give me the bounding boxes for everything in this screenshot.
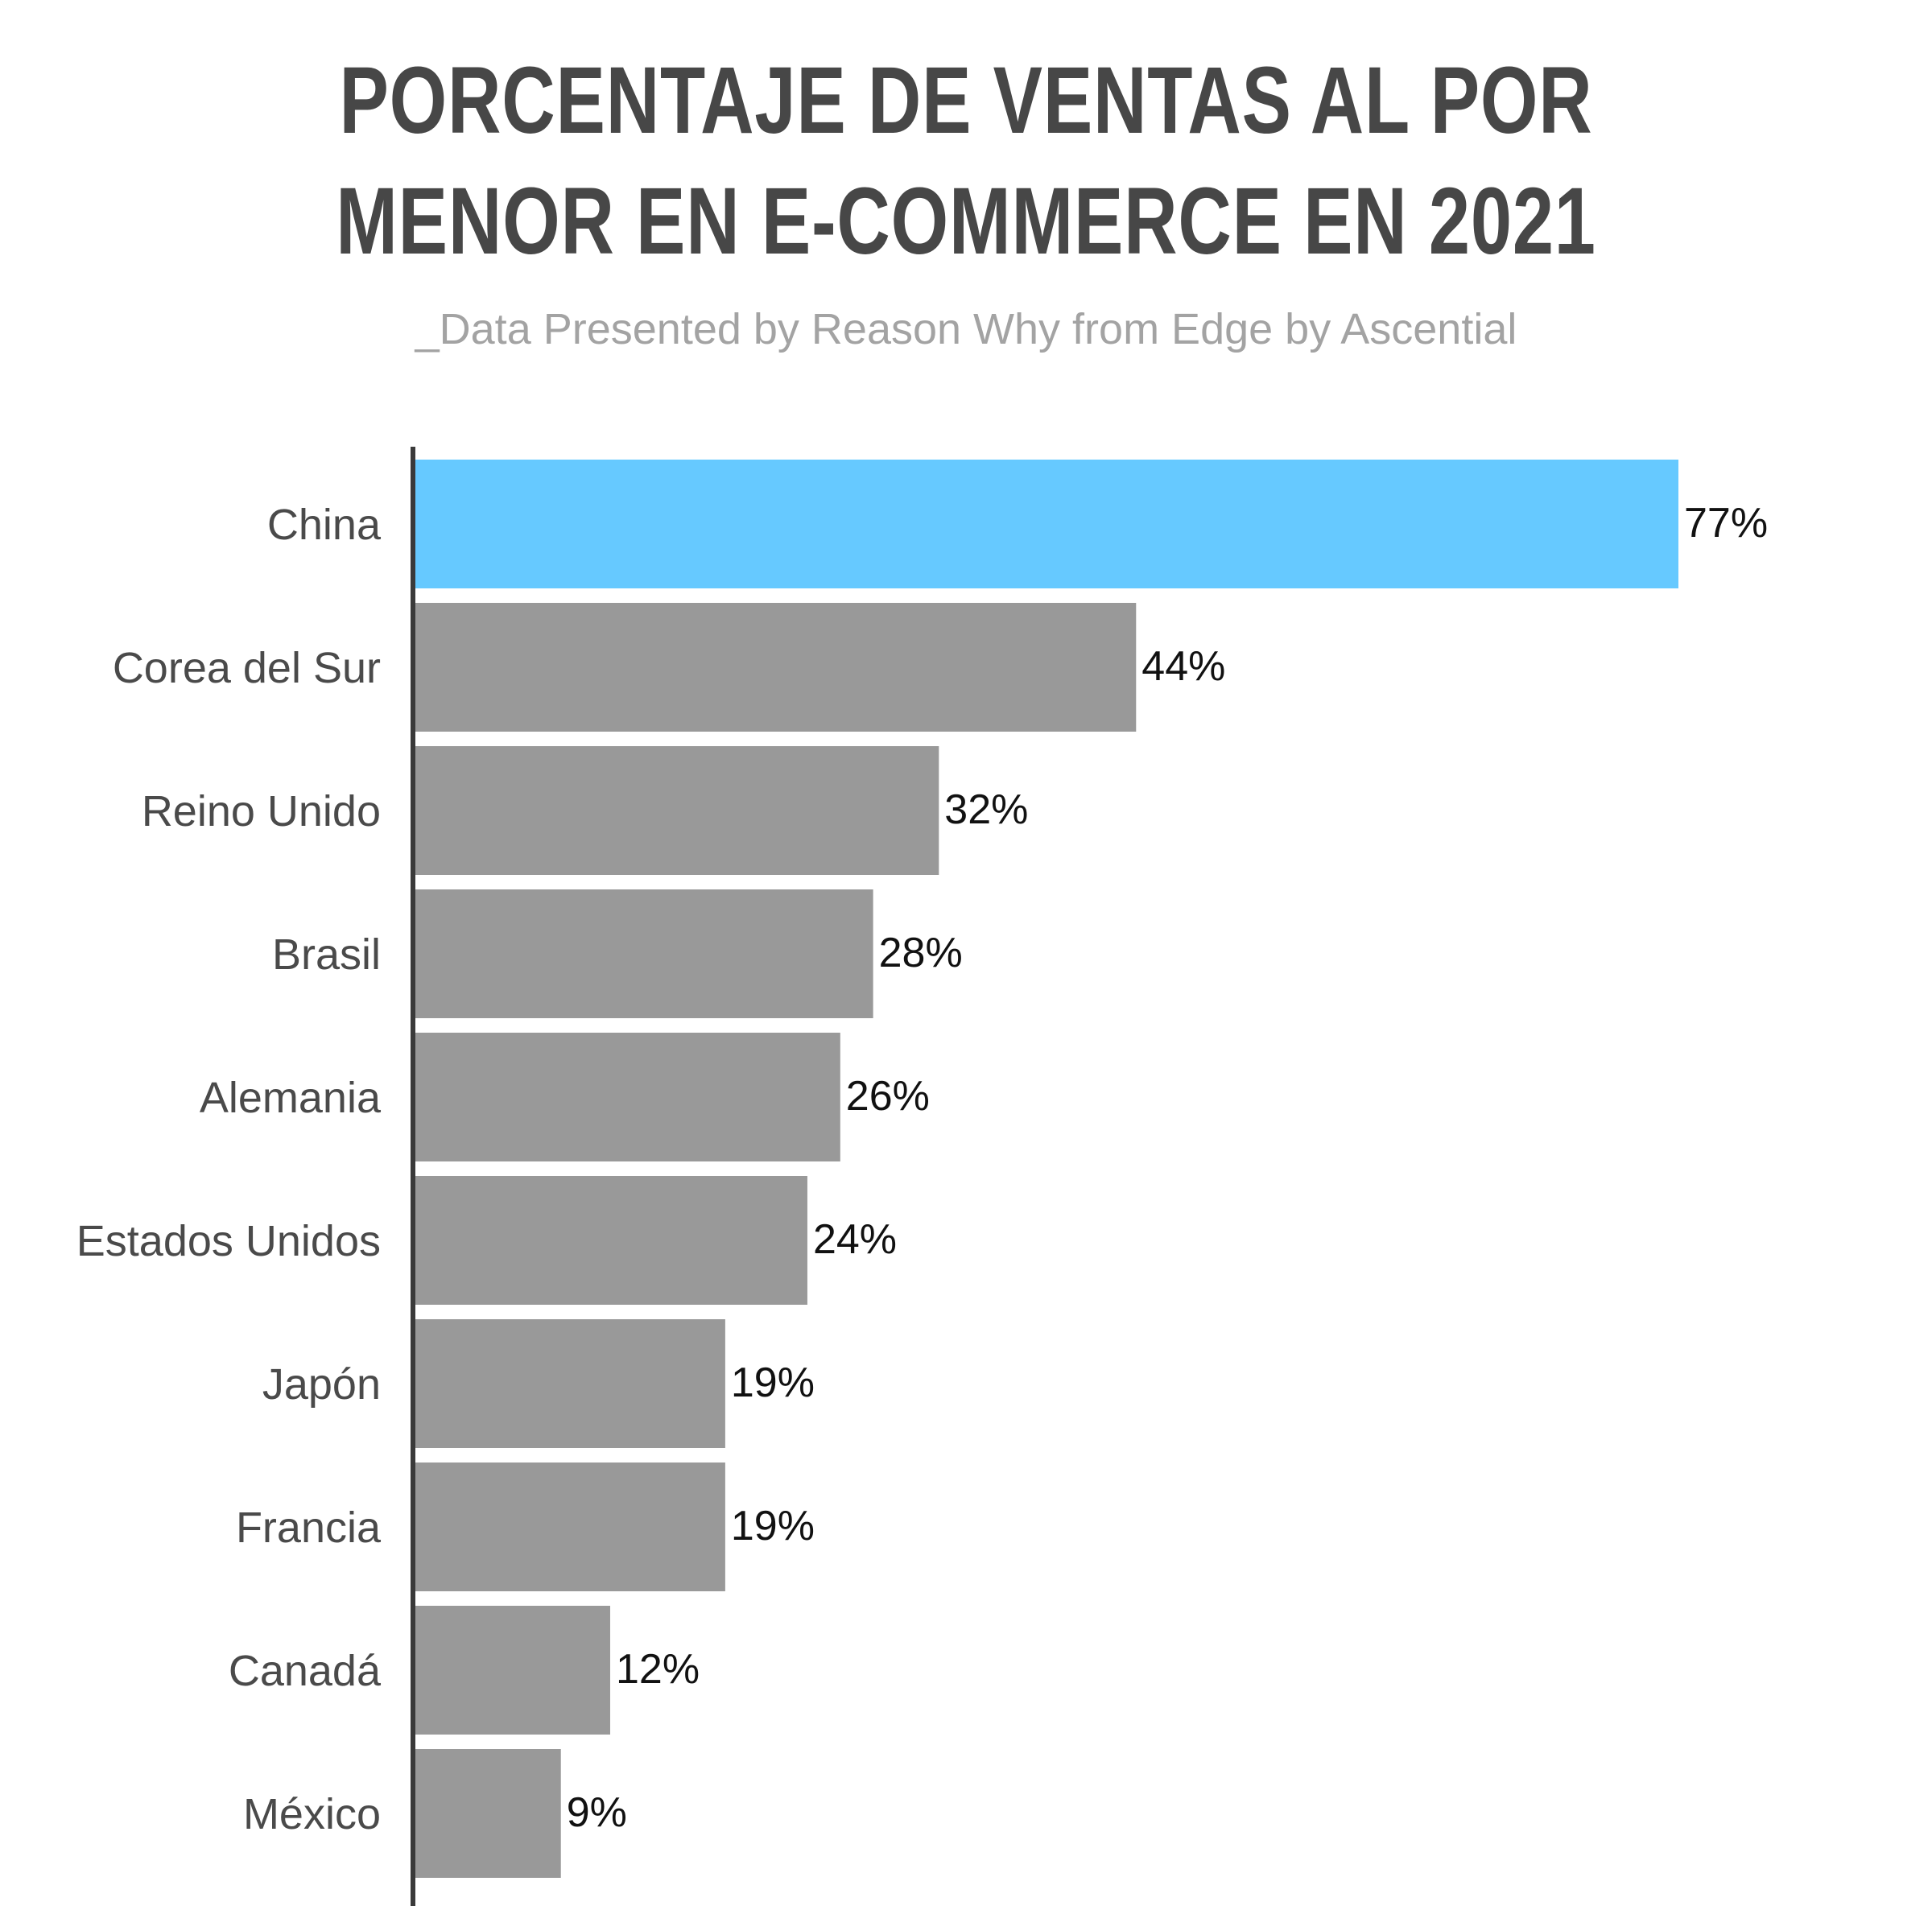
category-label: Francia <box>236 1504 382 1552</box>
bar-6 <box>413 1319 725 1448</box>
category-label: México <box>243 1790 381 1838</box>
value-label: 44% <box>1141 643 1225 690</box>
bar-0 <box>413 460 1678 588</box>
value-label: 77% <box>1684 500 1768 547</box>
bar-1 <box>413 603 1137 732</box>
chart-subtitle: _Data Presented by Reason Why from Edge … <box>415 305 1517 353</box>
value-label: 24% <box>813 1216 897 1263</box>
bar-2 <box>413 746 939 875</box>
category-label: Japón <box>262 1360 381 1409</box>
category-label: Brasil <box>272 930 381 979</box>
value-label: 26% <box>846 1073 930 1120</box>
chart-title: PORCENTAJE DE VENTAS AL POR MENOR EN E-C… <box>213 40 1719 282</box>
chart-title-line-2: MENOR EN E-COMMERCE EN 2021 <box>336 168 1596 274</box>
category-label: Estados Unidos <box>76 1217 381 1265</box>
chart-title-line-1: PORCENTAJE DE VENTAS AL POR <box>339 47 1593 154</box>
value-label: 28% <box>879 930 963 976</box>
bar-7 <box>413 1463 725 1591</box>
value-label: 19% <box>731 1359 815 1406</box>
category-label: Corea del Sur <box>113 644 381 692</box>
value-label: 12% <box>616 1646 700 1693</box>
bar-3 <box>413 889 873 1018</box>
category-label: Reino Unido <box>142 787 381 835</box>
category-label: Canadá <box>229 1647 382 1695</box>
category-label: Alemania <box>200 1074 382 1122</box>
bar-8 <box>413 1606 610 1735</box>
value-label: 9% <box>567 1789 627 1836</box>
value-label: 19% <box>731 1503 815 1549</box>
bar-5 <box>413 1176 807 1305</box>
category-label: China <box>267 501 382 549</box>
value-label: 32% <box>944 786 1028 833</box>
bar-4 <box>413 1033 840 1161</box>
bar-9 <box>413 1749 561 1878</box>
